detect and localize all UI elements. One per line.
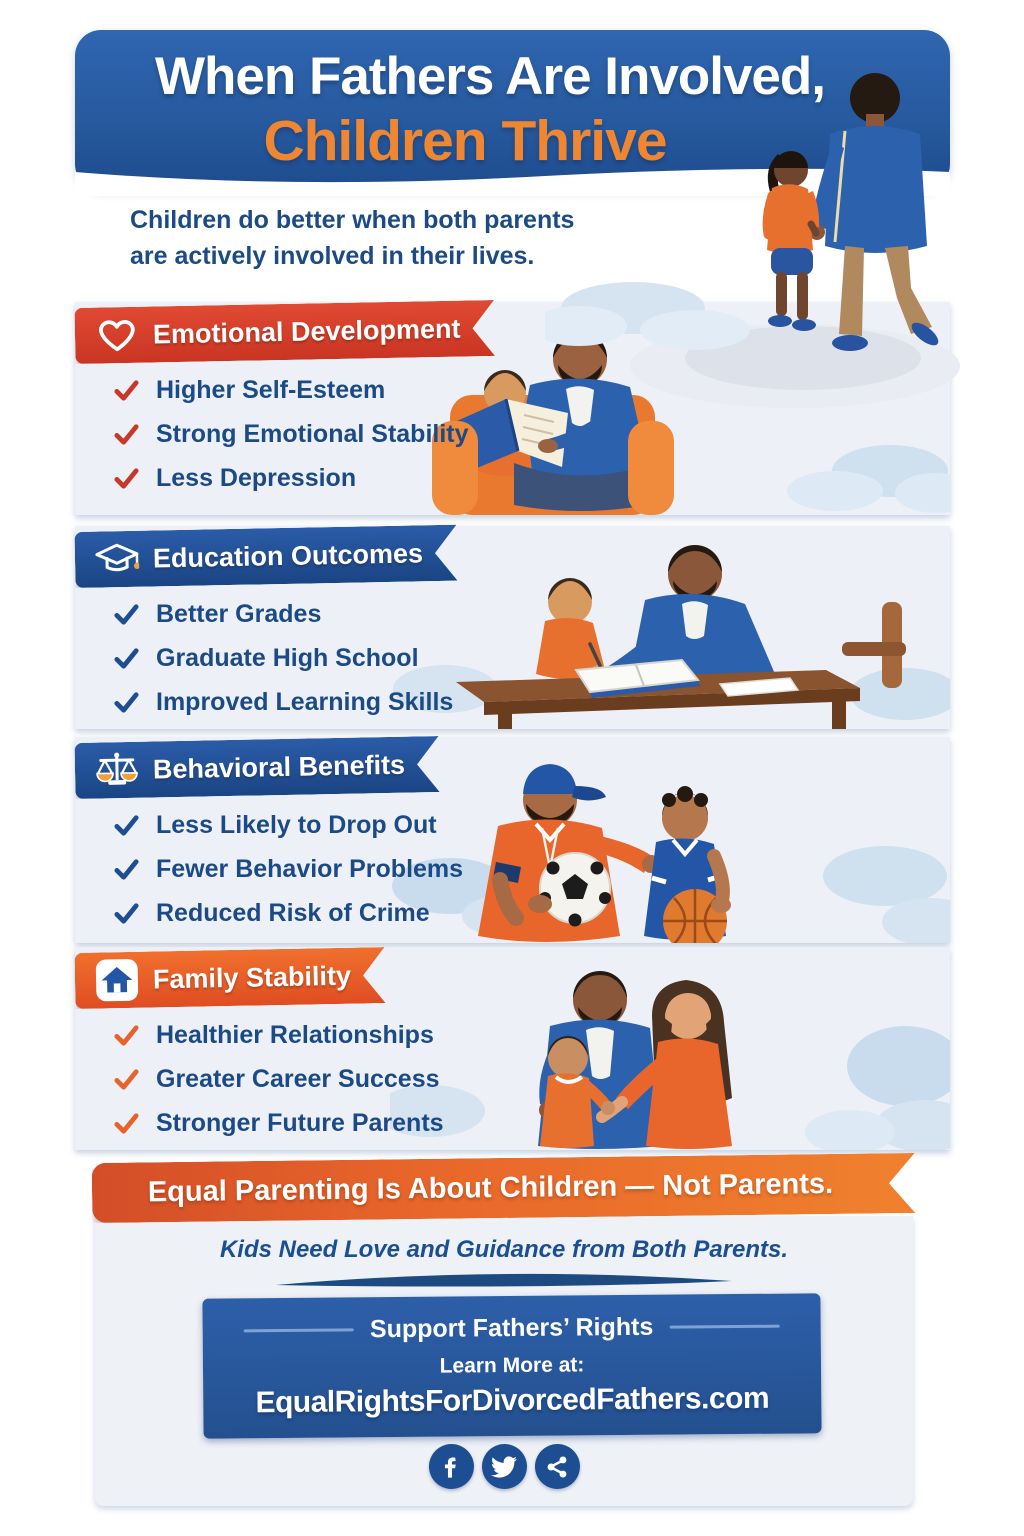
intro-text: Children do better when both parents are…	[130, 202, 574, 274]
social-icons-row	[95, 1444, 913, 1489]
checkmark-icon	[114, 467, 139, 489]
checkmark-icon	[114, 902, 139, 924]
father-reading-to-son-illustration	[432, 331, 950, 515]
father-daughter-walking-illustration	[545, 73, 960, 408]
checkmark-icon	[114, 379, 139, 401]
checkmark-icon	[114, 691, 139, 713]
list-item: Fewer Behavior Problems	[113, 847, 463, 891]
list-item: Less Likely to Drop Out	[113, 803, 463, 847]
house-icon	[95, 958, 140, 1003]
graduation-cap-icon	[95, 537, 140, 582]
section-title: Family Stability	[152, 960, 352, 994]
heart-icon	[95, 313, 140, 358]
bottom-ribbon: Equal Parenting Is About Children — Not …	[92, 1153, 916, 1223]
list-item: Improved Learning Skills	[113, 680, 453, 724]
poster-title-line1: When Fathers Are Involved,	[154, 47, 826, 106]
header-banner: When Fathers Are Involved, Children Thri…	[75, 30, 950, 196]
section-title: Education Outcomes	[152, 537, 424, 573]
section-education-outcomes: Education Outcomes Better Grades Graduat…	[75, 526, 950, 729]
list-item: Strong Emotional Stability	[113, 412, 469, 456]
footer-note: Kids Need Love and Guidance from Both Pa…	[219, 1236, 789, 1263]
support-line: Support Fathers’ Rights	[203, 1311, 821, 1345]
father-coaching-son-illustration	[392, 764, 950, 943]
father-helping-son-homework-illustration	[393, 545, 950, 729]
support-text: Support Fathers’ Rights	[369, 1312, 654, 1344]
benefit-list: Higher Self-Esteem Strong Emotional Stab…	[113, 368, 469, 500]
list-item: Greater Career Success	[113, 1057, 444, 1101]
intro-line-1: Children do better when both parents	[130, 206, 575, 234]
checkmark-icon	[114, 1068, 139, 1090]
checkmark-icon	[114, 814, 139, 836]
checkmark-icon	[114, 1112, 139, 1134]
website-link[interactable]: EqualRightsForDivorcedFathers.com	[255, 1381, 770, 1420]
section-title: Behavioral Benefits	[152, 749, 406, 784]
scales-icon	[95, 748, 140, 793]
list-item: Healthier Relationships	[113, 1013, 444, 1057]
section-banner-education-outcomes: Education Outcomes	[74, 525, 457, 588]
share-icon[interactable]	[534, 1444, 580, 1489]
left-rule	[243, 1328, 355, 1333]
twitter-icon[interactable]	[481, 1444, 527, 1489]
checkmark-icon	[114, 858, 139, 880]
swoosh-divider	[276, 1273, 732, 1287]
ribbon-text: Equal Parenting Is About Children — Not …	[147, 1167, 834, 1208]
poster-title-line2: Children Thrive	[263, 109, 667, 173]
section-banner-family-stability: Family Stability	[74, 947, 385, 1009]
learn-more-label: Learn More at:	[439, 1353, 585, 1378]
intro-line-2: are actively involved in their lives.	[130, 242, 535, 270]
checkmark-icon	[114, 603, 139, 625]
benefit-list: Healthier Relationships Greater Career S…	[113, 1013, 444, 1145]
list-item: Graduate High School	[113, 636, 453, 680]
benefit-list: Less Likely to Drop Out Fewer Behavior P…	[113, 803, 463, 935]
family-hug-illustration	[390, 971, 950, 1150]
list-item: Stronger Future Parents	[113, 1101, 444, 1145]
cta-box: Support Fathers’ Rights Learn More at: E…	[202, 1293, 822, 1439]
list-item: Better Grades	[113, 592, 453, 636]
section-family-stability: Family Stability Healthier Relationships…	[75, 947, 950, 1150]
banner-wave-decoration	[75, 168, 950, 196]
list-item: Higher Self-Esteem	[113, 368, 469, 412]
checkmark-icon	[114, 647, 139, 669]
right-rule	[669, 1324, 780, 1329]
section-title: Emotional Development	[152, 313, 461, 349]
checkmark-icon	[114, 1024, 139, 1046]
section-behavioral-benefits: Behavioral Benefits Less Likely to Drop …	[75, 737, 950, 943]
list-item: Less Depression	[113, 456, 469, 500]
footer-panel: Kids Need Love and Guidance from Both Pa…	[95, 1216, 913, 1506]
checkmark-icon	[114, 423, 139, 445]
list-item: Reduced Risk of Crime	[113, 891, 463, 935]
facebook-icon[interactable]	[428, 1444, 474, 1489]
section-banner-emotional-development: Emotional Development	[74, 300, 495, 364]
section-banner-behavioral-benefits: Behavioral Benefits	[74, 736, 439, 799]
benefit-list: Better Grades Graduate High School Impro…	[113, 592, 453, 724]
